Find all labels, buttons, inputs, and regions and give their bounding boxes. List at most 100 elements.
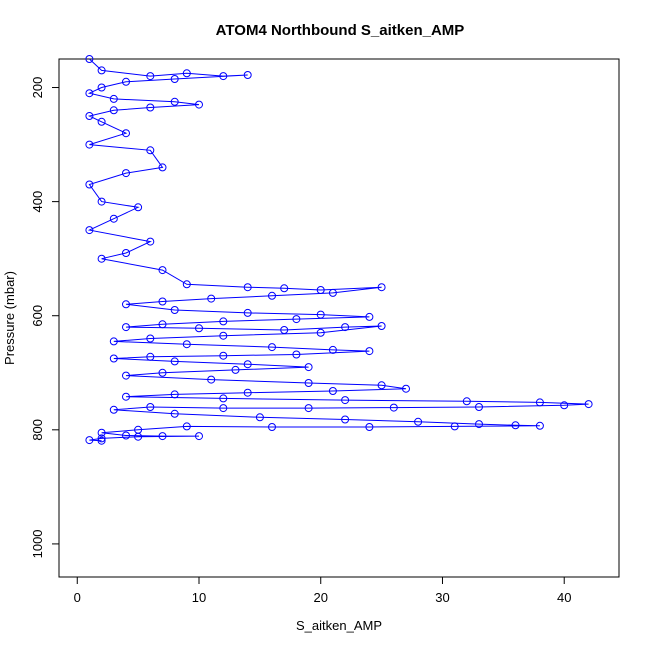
x-tick-label: 40 [557,590,571,605]
data-point [584,400,593,409]
data-point [280,284,289,293]
data-point [255,413,264,422]
data-point [328,288,337,297]
y-tick-label: 800 [30,419,45,441]
data-point [182,69,191,78]
data-point [85,180,94,189]
data-point [207,294,216,303]
data-point [316,328,325,337]
data-point [219,404,228,413]
data-point [146,237,155,246]
data-point [475,420,483,429]
data-point [146,403,155,411]
data-point [268,343,276,352]
data-point [85,226,94,235]
data-point [85,112,94,120]
data-point [158,266,167,275]
data-point [170,357,179,366]
data-point [122,300,130,309]
data-point [182,280,191,289]
data-point [146,103,155,112]
data-point [170,75,179,83]
data-point [97,197,106,206]
data-point [85,140,94,149]
data-point [462,397,471,406]
data-point [109,94,118,103]
data-point [341,415,350,424]
data-point [182,340,191,349]
data-point [243,360,252,369]
x-tick-label: 30 [435,590,449,605]
data-point [365,423,374,431]
data-point [85,55,94,63]
data-point [170,306,179,314]
series-line [87,58,589,442]
data-point [475,403,483,411]
data-point [170,97,179,106]
x-tick-label: 10 [192,590,206,605]
data-point [122,431,130,440]
data-point [170,409,179,418]
data-point [377,322,386,330]
data-point [219,351,228,360]
data-point [511,421,520,430]
data-point [365,347,374,356]
data-point [170,390,179,399]
data-point [158,432,167,441]
data-point [328,345,337,354]
data-point [377,381,386,390]
data-point [243,71,252,79]
data-point [365,312,374,321]
data-point [109,106,118,115]
data-point [109,214,118,223]
data-point [134,432,143,441]
data-point [182,422,191,431]
data-point [158,368,167,377]
data-point [377,283,386,292]
data-point [122,371,130,380]
data-point [97,428,106,437]
data-point [109,337,118,346]
y-axis: 200 400 600 800 1000 [30,77,60,558]
data-point [195,432,203,441]
data-point [535,421,544,430]
data-point [304,404,313,413]
chart-title: ATOM4 Northbound S_aitken_AMP [216,22,465,39]
data-point [158,163,167,172]
y-axis-label: Pressure (mbar) [2,271,17,365]
x-axis-label: S_aitken_AMP [296,618,382,633]
data-point [243,388,252,397]
data-point [341,323,350,332]
y-tick-label: 200 [30,77,45,99]
data-point [122,169,130,178]
data-point [109,354,118,363]
data-point [207,375,216,384]
data-point [535,398,544,407]
data-point [97,117,106,126]
data-point [219,394,228,403]
data-point [243,283,252,292]
data-point [122,129,130,138]
data-point [268,291,276,300]
data-point [158,320,167,329]
data-point [134,203,143,212]
data-point [146,146,155,155]
data-point [195,324,203,333]
data-point [316,286,325,294]
data-point [219,72,228,81]
data-point [85,436,94,445]
data-point [560,401,569,410]
data-point [450,422,459,431]
data-point [268,423,276,431]
data-point [341,396,350,405]
data-point [219,317,228,326]
data-point [158,297,167,306]
x-tick-label: 0 [74,590,81,605]
y-tick-label: 600 [30,305,45,327]
data-point [122,249,130,257]
data-point [109,405,118,414]
data-point [316,310,325,319]
data-point [243,308,252,317]
